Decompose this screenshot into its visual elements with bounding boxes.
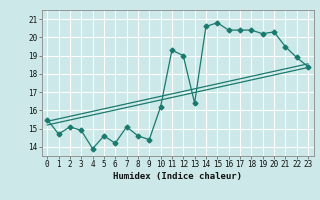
X-axis label: Humidex (Indice chaleur): Humidex (Indice chaleur) xyxy=(113,172,242,181)
